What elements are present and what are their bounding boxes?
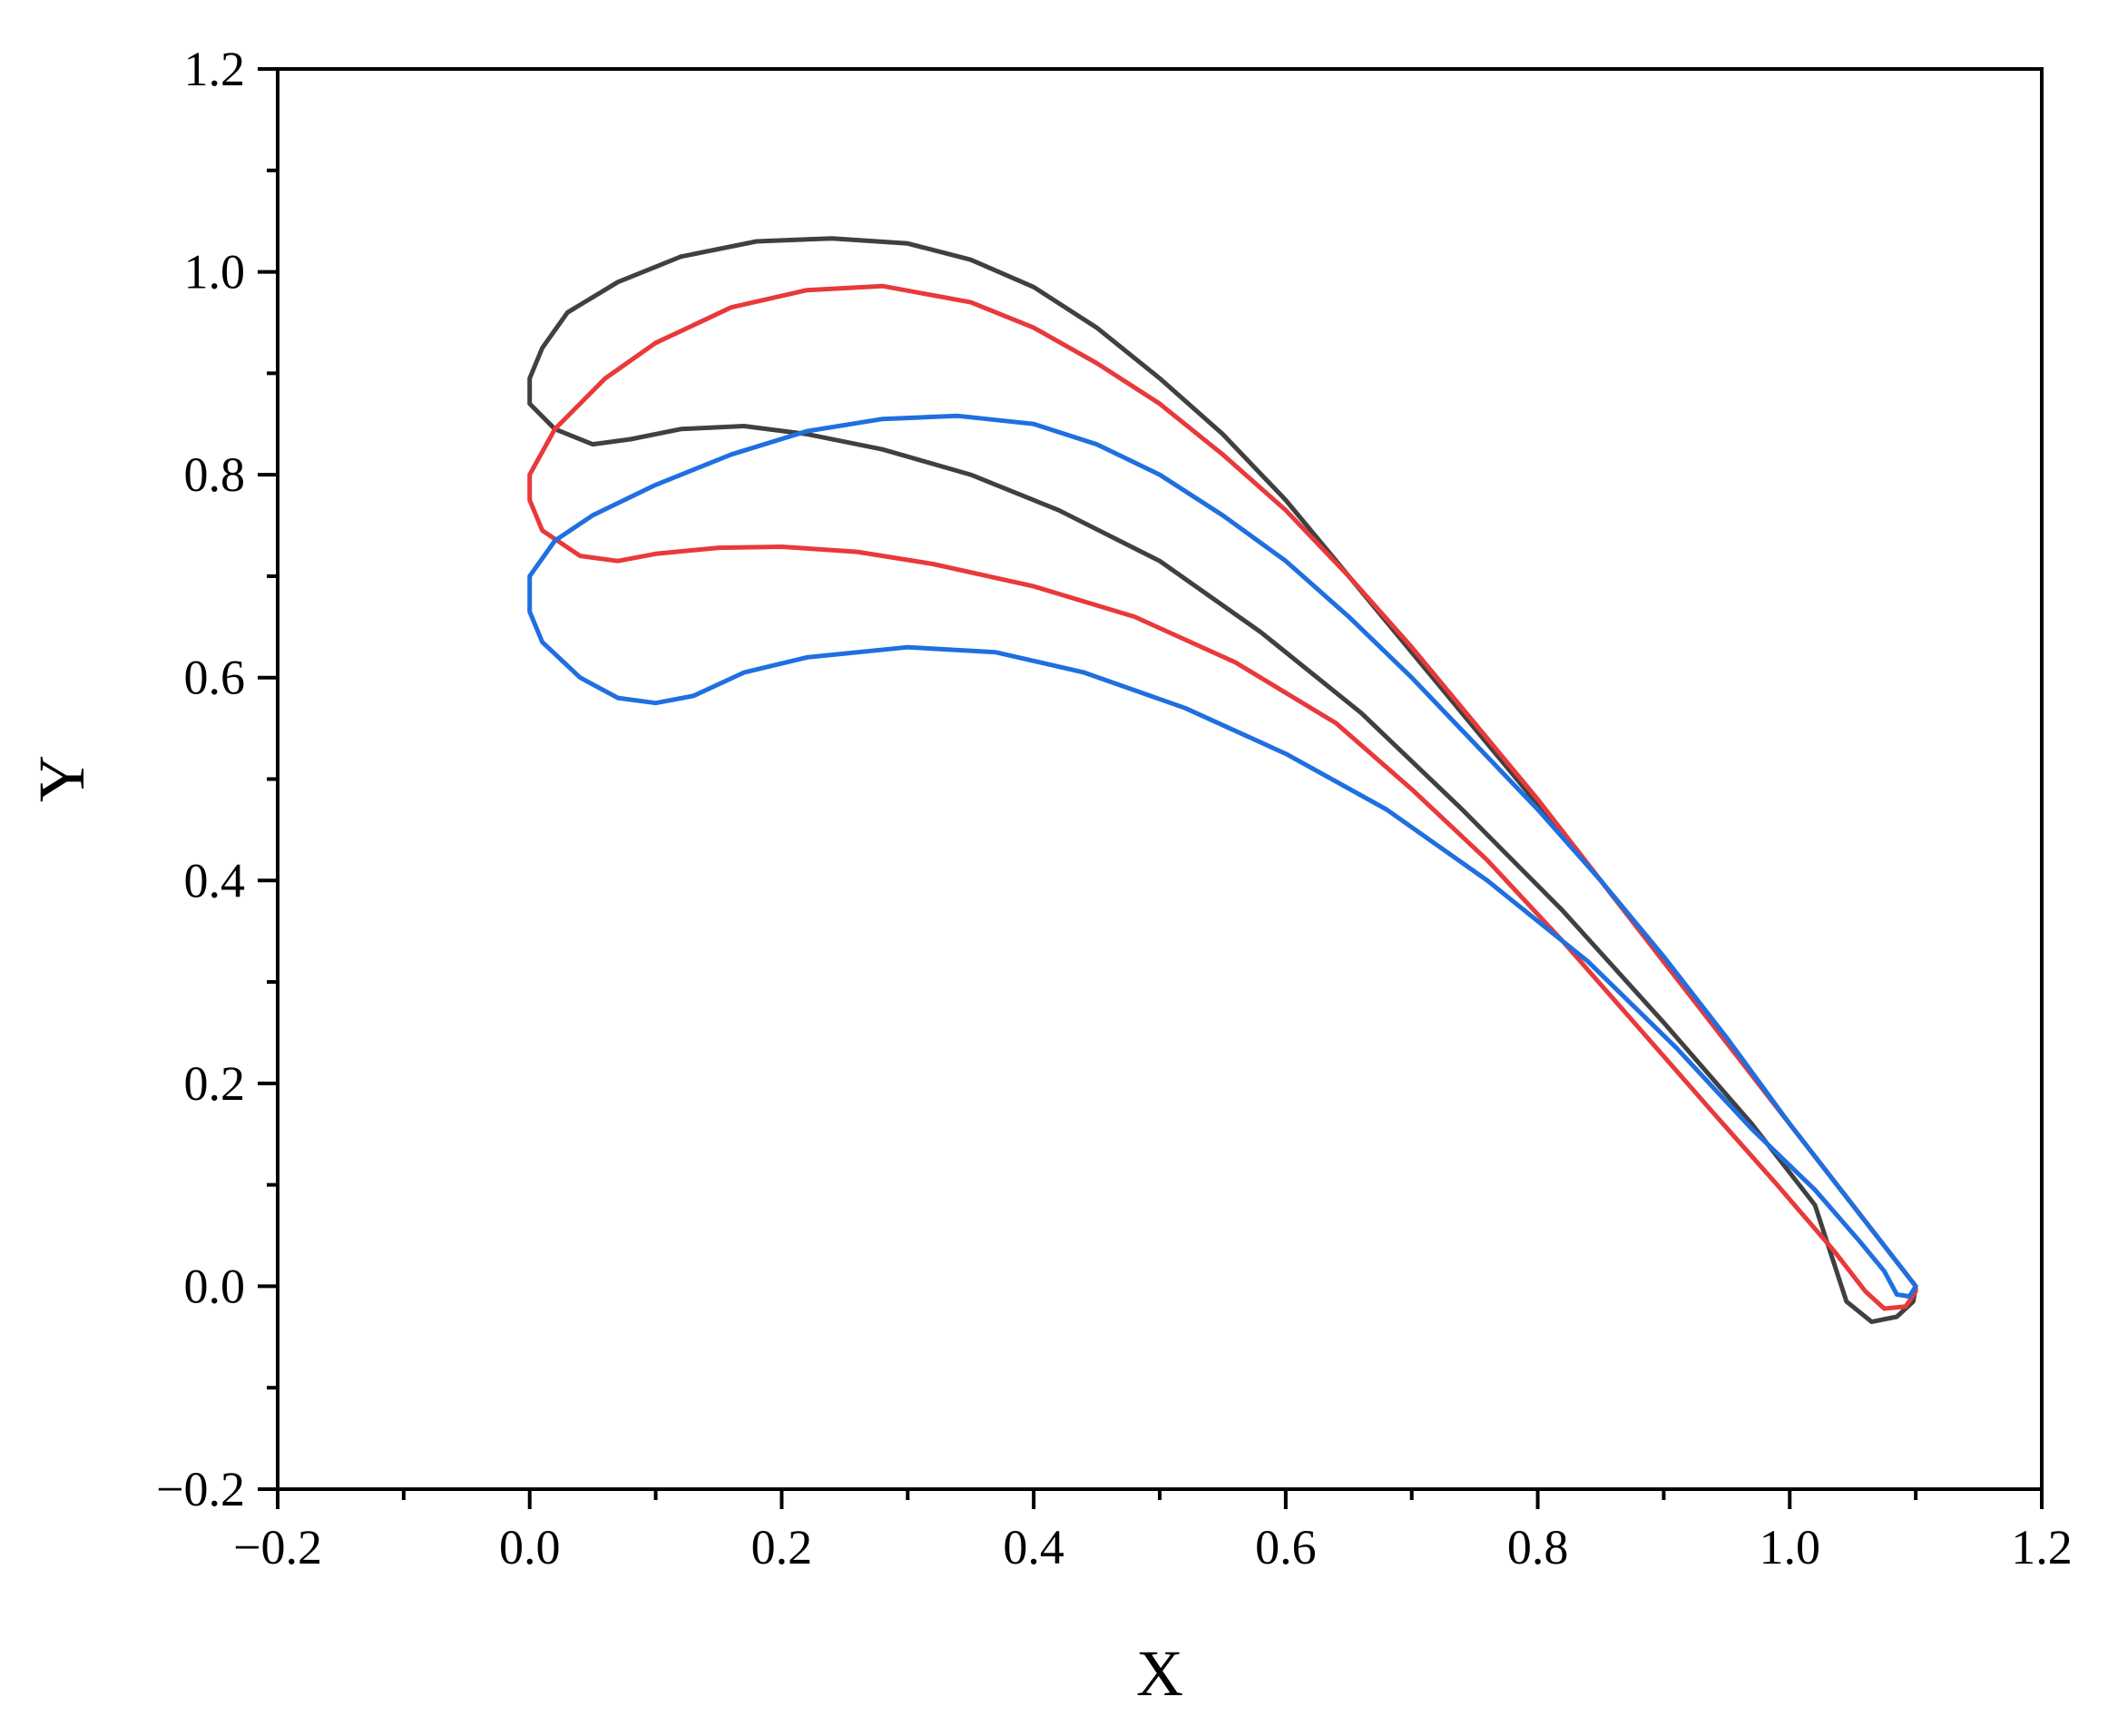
y-tick-label: 1.0: [184, 245, 246, 299]
x-tick-label: 1.2: [2011, 1520, 2073, 1574]
series-layer: [527, 236, 1918, 1325]
y-tick-label: 0.6: [184, 651, 246, 705]
x-tick-label: 0.6: [1255, 1520, 1317, 1574]
plot-frame: [276, 67, 2044, 1491]
x-axis-label: X: [1136, 1637, 1183, 1710]
series-line-3: [527, 413, 1918, 1300]
series-line-1: [527, 236, 1918, 1325]
y-tick-label: 0.8: [184, 447, 246, 502]
tick-layer: [258, 67, 2044, 1509]
y-tick-label: −0.2: [156, 1462, 245, 1516]
x-tick-label: 0.4: [1003, 1520, 1064, 1574]
y-tick-label: 0.2: [184, 1056, 246, 1111]
x-tick-label: 0.2: [751, 1520, 813, 1574]
plot-area: [278, 69, 2042, 1489]
x-tick-label: 1.0: [1760, 1520, 1821, 1574]
x-tick-label: −0.2: [233, 1520, 322, 1574]
y-tick-label: 0.0: [184, 1259, 246, 1313]
y-tick-label: 1.2: [184, 42, 246, 96]
x-tick-label: 0.0: [499, 1520, 561, 1574]
series-line-2: [527, 283, 1918, 1311]
y-axis-label: Y: [25, 755, 98, 802]
y-tick-label: 0.4: [184, 853, 246, 907]
tick-label-layer: −0.2 0.0 0.2 0.4 0.6 0.8 1.0 1.2 −0.2 0.0 0.2 0.4 0.…: [156, 42, 2073, 1574]
x-tick-label: 0.8: [1507, 1520, 1569, 1574]
